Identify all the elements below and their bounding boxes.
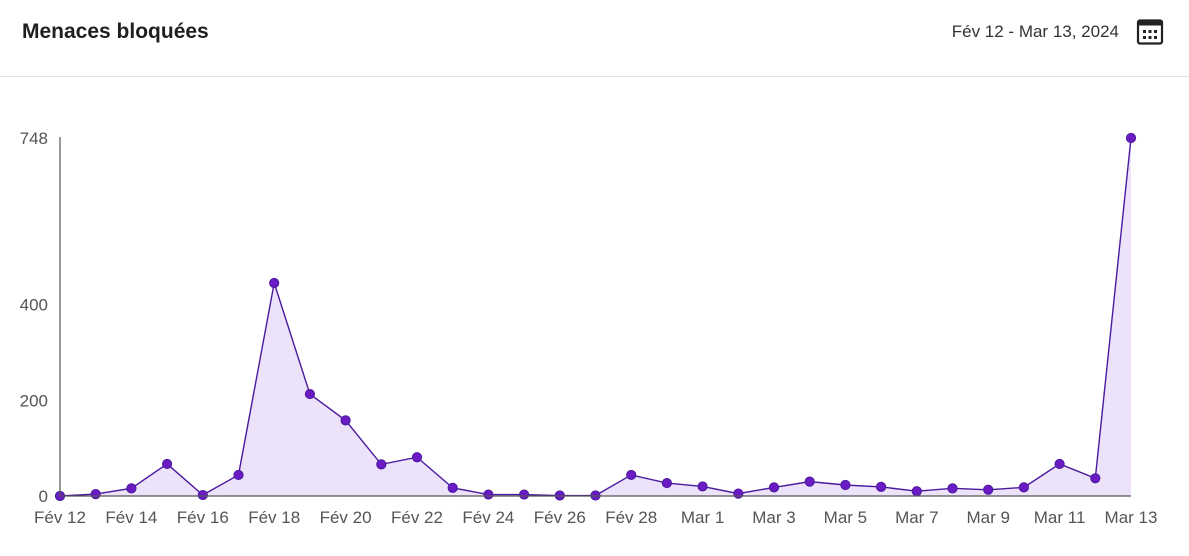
x-tick-label: Fév 18 — [248, 508, 300, 527]
y-tick-label: 200 — [20, 391, 48, 410]
data-point[interactable] — [768, 482, 780, 493]
x-tick-label: Mar 13 — [1105, 508, 1158, 527]
x-tick-label: Mar 3 — [752, 508, 795, 527]
x-tick-label: Mar 11 — [1034, 508, 1086, 527]
x-tick-label: Mar 7 — [895, 508, 938, 527]
data-point[interactable] — [661, 477, 673, 489]
data-point[interactable] — [911, 486, 922, 497]
data-point[interactable] — [376, 459, 387, 470]
x-tick-label: Fév 14 — [105, 508, 157, 527]
data-point[interactable] — [90, 488, 101, 500]
data-point[interactable] — [1125, 132, 1137, 144]
data-point[interactable] — [304, 388, 315, 400]
x-tick-label: Fév 26 — [534, 508, 586, 527]
data-point[interactable] — [697, 481, 708, 492]
x-tick-label: Mar 1 — [681, 508, 724, 527]
calendar-button[interactable] — [1136, 18, 1164, 46]
data-point[interactable] — [1090, 473, 1101, 484]
data-point[interactable] — [411, 452, 423, 463]
data-point[interactable] — [126, 483, 137, 494]
data-point[interactable] — [840, 479, 851, 491]
x-tick-label: Fév 20 — [320, 508, 372, 527]
x-tick-label: Fév 12 — [34, 508, 86, 527]
data-point[interactable] — [162, 458, 173, 470]
data-point[interactable] — [519, 489, 530, 500]
x-tick-label: Mar 5 — [824, 508, 867, 527]
x-tick-label: Fév 16 — [177, 508, 229, 527]
data-point[interactable] — [447, 482, 458, 493]
series-area-fill — [60, 138, 1131, 496]
x-tick-label: Mar 9 — [966, 508, 1009, 527]
x-tick-label: Fév 22 — [391, 508, 443, 527]
data-point[interactable] — [733, 488, 744, 499]
data-point[interactable] — [626, 469, 637, 481]
data-point[interactable] — [197, 489, 208, 501]
data-point[interactable] — [876, 481, 887, 493]
x-tick-label: Fév 28 — [605, 508, 657, 527]
data-point[interactable] — [1054, 458, 1065, 470]
data-point[interactable] — [269, 277, 280, 289]
chart-title: Menaces bloquées — [22, 20, 209, 43]
calendar-icon[interactable] — [1136, 18, 1164, 46]
data-point[interactable] — [1018, 482, 1030, 493]
x-tick-label: Fév 24 — [462, 508, 514, 527]
data-point[interactable] — [947, 483, 958, 494]
series-line — [59, 137, 1132, 497]
y-tick-label: 0 — [39, 487, 48, 506]
data-point[interactable] — [340, 415, 351, 426]
area-chart: 0 200 400 748 Fév 12 Fév 14 Fév 16 Fév 18 Fév 20… — [20, 129, 1158, 527]
y-tick-label: 748 — [20, 129, 48, 148]
data-point[interactable] — [983, 484, 994, 495]
data-point[interactable] — [483, 489, 494, 500]
chart-header: Menaces bloquées Fév 12 - Mar 13, 2024 — [0, 0, 1189, 77]
y-tick-label: 400 — [20, 296, 48, 315]
data-point[interactable] — [233, 469, 244, 481]
date-range-label: Fév 12 - Mar 13, 2024 — [951, 22, 1119, 41]
data-point[interactable] — [804, 476, 815, 487]
